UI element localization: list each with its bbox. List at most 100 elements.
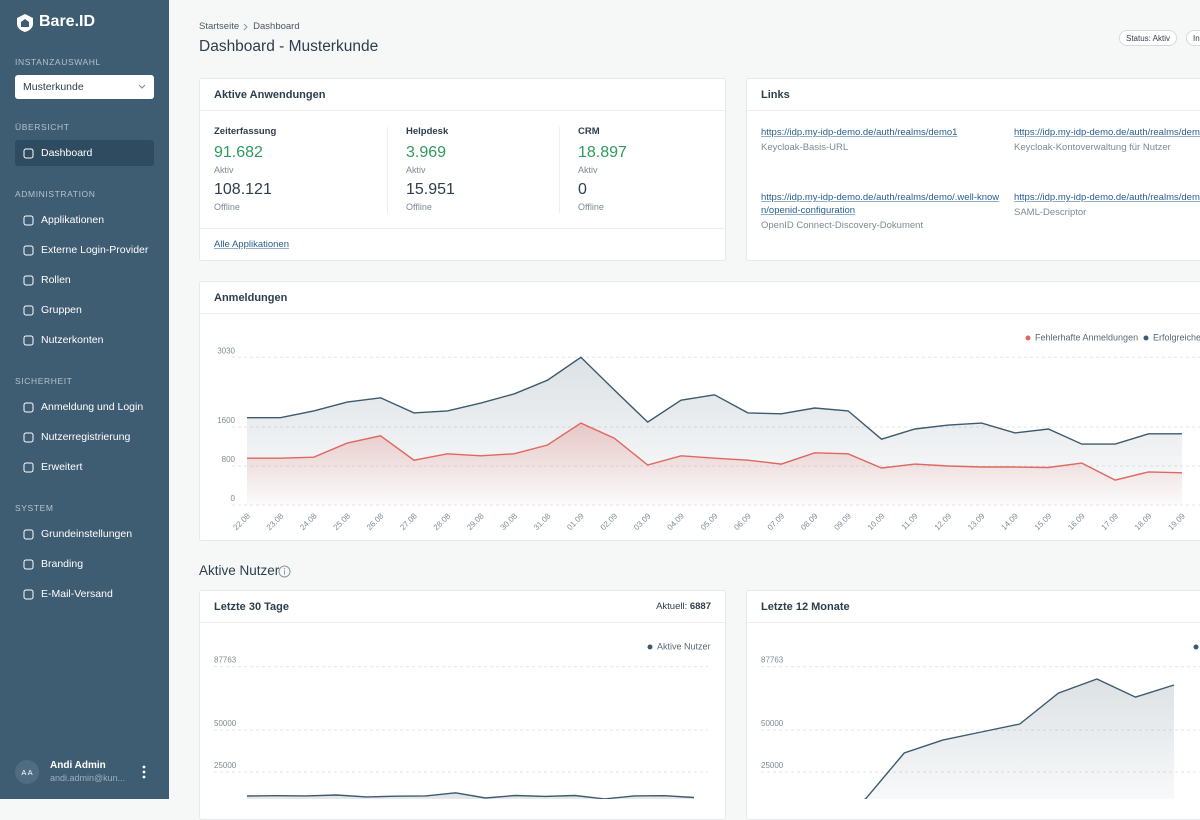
offline-count: 15.951: [406, 181, 455, 198]
link-url[interactable]: https://idp.my-idp-demo.de/auth/realms/d…: [1014, 127, 1200, 138]
card-title: Anmeldungen: [214, 292, 288, 304]
nav-icon: [23, 589, 34, 599]
divider: [559, 127, 560, 213]
current-value: 6887: [689, 601, 711, 612]
nav-label: Grundeinstellungen: [41, 528, 133, 540]
link-description: SAML-Descriptor: [1014, 207, 1087, 218]
nav-item[interactable]: Nutzerregistrierung: [15, 424, 154, 450]
nav-label: Erweitert: [41, 461, 83, 473]
card-title: Links: [761, 89, 790, 101]
nav-item[interactable]: Erweitert: [15, 454, 154, 480]
nav-icon: [23, 462, 34, 472]
nav-icon: [23, 335, 34, 345]
link-item: https://idp.my-idp-demo.de/auth/realms/d…: [1014, 126, 1200, 154]
nav-section-title: SICHERHEIT: [15, 376, 73, 386]
badge: Ins: [1186, 30, 1200, 46]
link-url[interactable]: https://idp.my-idp-demo.de/auth/realms/d…: [761, 127, 958, 138]
logo-icon: [17, 14, 33, 32]
nav-label: Branding: [41, 558, 84, 570]
nav-label: Dashboard: [41, 147, 93, 159]
nav-label: Gruppen: [41, 304, 82, 316]
apps-card: Aktive Anwendungen Zeiterfassung 91.682 Ak…: [199, 78, 726, 261]
sidebar: Bare.ID INSTANZAUSWAHL Musterkunde ÜBERS…: [0, 0, 169, 799]
page-title: Dashboard - Musterkunde: [199, 38, 379, 55]
user-menu[interactable]: [141, 765, 147, 779]
nav-icon: [23, 529, 34, 539]
nav-icon: [23, 305, 34, 315]
logo-text: Bare.ID: [39, 13, 96, 30]
offline-label: Offline: [406, 202, 432, 212]
link-item: https://idp.my-idp-demo.de/auth/realms/d…: [1014, 191, 1200, 219]
current-label: Aktuell:: [656, 601, 688, 612]
nav-icon: [23, 402, 34, 412]
nav-section-title: SYSTEM: [15, 503, 54, 513]
nav-label: E-Mail-Versand: [41, 588, 113, 600]
info-icon[interactable]: [278, 565, 291, 578]
divider: [200, 313, 1200, 314]
nav-icon: [23, 275, 34, 285]
users-12-card: Letzte 12 Monate: [746, 590, 1200, 820]
active-label: Aktiv: [406, 165, 426, 175]
offline-label: Offline: [214, 202, 240, 212]
nav-icon: [23, 148, 34, 158]
app-name: Zeiterfassung: [214, 126, 277, 137]
active-count: 3.969: [406, 144, 447, 161]
nav-item[interactable]: Nutzerkonten: [15, 327, 154, 353]
instance-label: INSTANZAUSWAHL: [15, 57, 101, 67]
app-name: CRM: [578, 126, 600, 137]
divider: [747, 110, 1200, 111]
section-title: Aktive Nutzer: [199, 563, 280, 578]
nav-section-title: ÜBERSICHT: [15, 122, 70, 132]
links-card: Links https://idp.my-idp-demo.de/auth/re…: [746, 78, 1200, 261]
link-item: https://idp.my-idp-demo.de/auth/realms/d…: [761, 191, 1005, 232]
nav-item[interactable]: Dashboard: [15, 140, 154, 166]
instance-value: Musterkunde: [23, 81, 84, 93]
breadcrumb-item: Dashboard: [253, 21, 300, 32]
nav-item[interactable]: Applikationen: [15, 207, 154, 233]
nav-item[interactable]: Branding: [15, 551, 154, 577]
nav-icon: [23, 245, 34, 255]
nav-item[interactable]: Anmeldung und Login: [15, 394, 154, 420]
user-name: Andi Admin: [50, 760, 106, 771]
link-url[interactable]: https://idp.my-idp-demo.de/auth/realms/d…: [1014, 192, 1200, 203]
nav-item[interactable]: Gruppen: [15, 297, 154, 323]
nav-item[interactable]: Externe Login-Provider: [15, 237, 154, 263]
current-users: Aktuell: 6887: [656, 601, 711, 612]
link-item: https://idp.my-idp-demo.de/auth/realms/d…: [761, 126, 1005, 154]
nav-label: Rollen: [41, 274, 71, 286]
card-title: Letzte 12 Monate: [761, 601, 850, 613]
breadcrumb-separator: [243, 23, 248, 30]
active-label: Aktiv: [578, 165, 598, 175]
divider: [387, 127, 388, 213]
link-url[interactable]: https://idp.my-idp-demo.de/auth/realms/d…: [761, 192, 1000, 216]
nav-icon: [23, 215, 34, 225]
all-apps-link[interactable]: Alle Applikationen: [214, 239, 289, 250]
active-count: 91.682: [214, 144, 263, 161]
user-email: andi.admin@kun...: [50, 773, 126, 783]
active-label: Aktiv: [214, 165, 234, 175]
nav-label: Anmeldung und Login: [41, 401, 144, 413]
active-count: 18.897: [578, 144, 627, 161]
nav-label: Nutzerkonten: [41, 334, 104, 346]
nav-icon: [23, 432, 34, 442]
breadcrumb: Startseite Dashboard: [199, 21, 300, 32]
users-30-card: Letzte 30 Tage Aktuell: 6887: [199, 590, 726, 820]
offline-count: 0: [578, 181, 587, 198]
link-description: OpenID Connect-Discovery-Dokument: [761, 220, 924, 231]
app-name: Helpdesk: [406, 126, 449, 137]
nav-item[interactable]: E-Mail-Versand: [15, 581, 154, 607]
divider: [200, 228, 725, 229]
nav-item[interactable]: Rollen: [15, 267, 154, 293]
nav-icon: [23, 559, 34, 569]
nav-section-title: ADMINISTRATION: [15, 189, 96, 199]
nav-item[interactable]: Grundeinstellungen: [15, 521, 154, 547]
nav-label: Nutzerregistrierung: [41, 431, 131, 443]
card-title: Aktive Anwendungen: [214, 89, 326, 101]
instance-select[interactable]: Musterkunde: [15, 75, 154, 99]
offline-label: Offline: [578, 202, 604, 212]
breadcrumb-item[interactable]: Startseite: [199, 21, 240, 32]
select-chevron: [138, 84, 146, 89]
divider: [200, 110, 725, 111]
